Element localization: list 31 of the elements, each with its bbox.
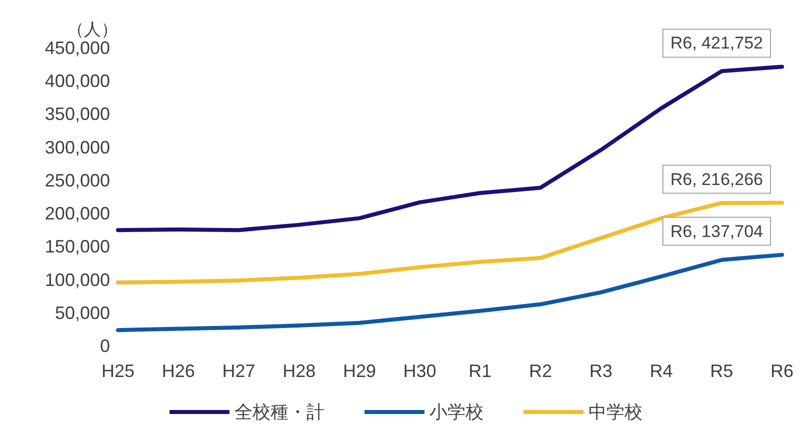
line-series [116,200,784,284]
data-label: R6, 421,752 [670,34,763,53]
x-tick-label: H28 [282,361,316,381]
y-tick-label: 200,000 [44,204,110,224]
x-tick-label: R5 [710,361,734,381]
x-tick-label: H25 [101,361,135,381]
x-tick-label: R1 [468,361,492,381]
y-tick-label: 400,000 [44,71,110,92]
x-tick-label: R4 [650,361,673,381]
x-tick-label: H26 [162,361,195,381]
y-tick-label: 450,000 [44,38,110,58]
line-series [116,252,784,332]
y-tick-label: 350,000 [44,104,110,124]
x-tick-label: H27 [222,361,256,381]
y-tick-label: 150,000 [44,236,110,257]
x-tick-label: H30 [403,361,436,381]
x-tick-label: H29 [342,361,376,381]
x-tick-label: R6 [770,361,794,381]
legend-label: 全校種・計 [234,402,324,422]
y-axis-title: （人） [67,20,118,39]
x-tick-label: R2 [529,361,552,381]
data-label: R6, 137,704 [670,222,763,241]
legend-label: 中学校 [588,402,642,422]
x-tick-label: R3 [589,361,612,381]
y-tick-label: 0 [100,336,110,356]
y-tick-label: 50,000 [54,302,110,323]
data-label: R6, 216,266 [670,170,763,189]
y-tick-label: 100,000 [44,270,110,290]
legend-label: 小学校 [430,402,484,422]
y-tick-label: 300,000 [44,137,110,158]
y-tick-label: 250,000 [44,170,110,190]
